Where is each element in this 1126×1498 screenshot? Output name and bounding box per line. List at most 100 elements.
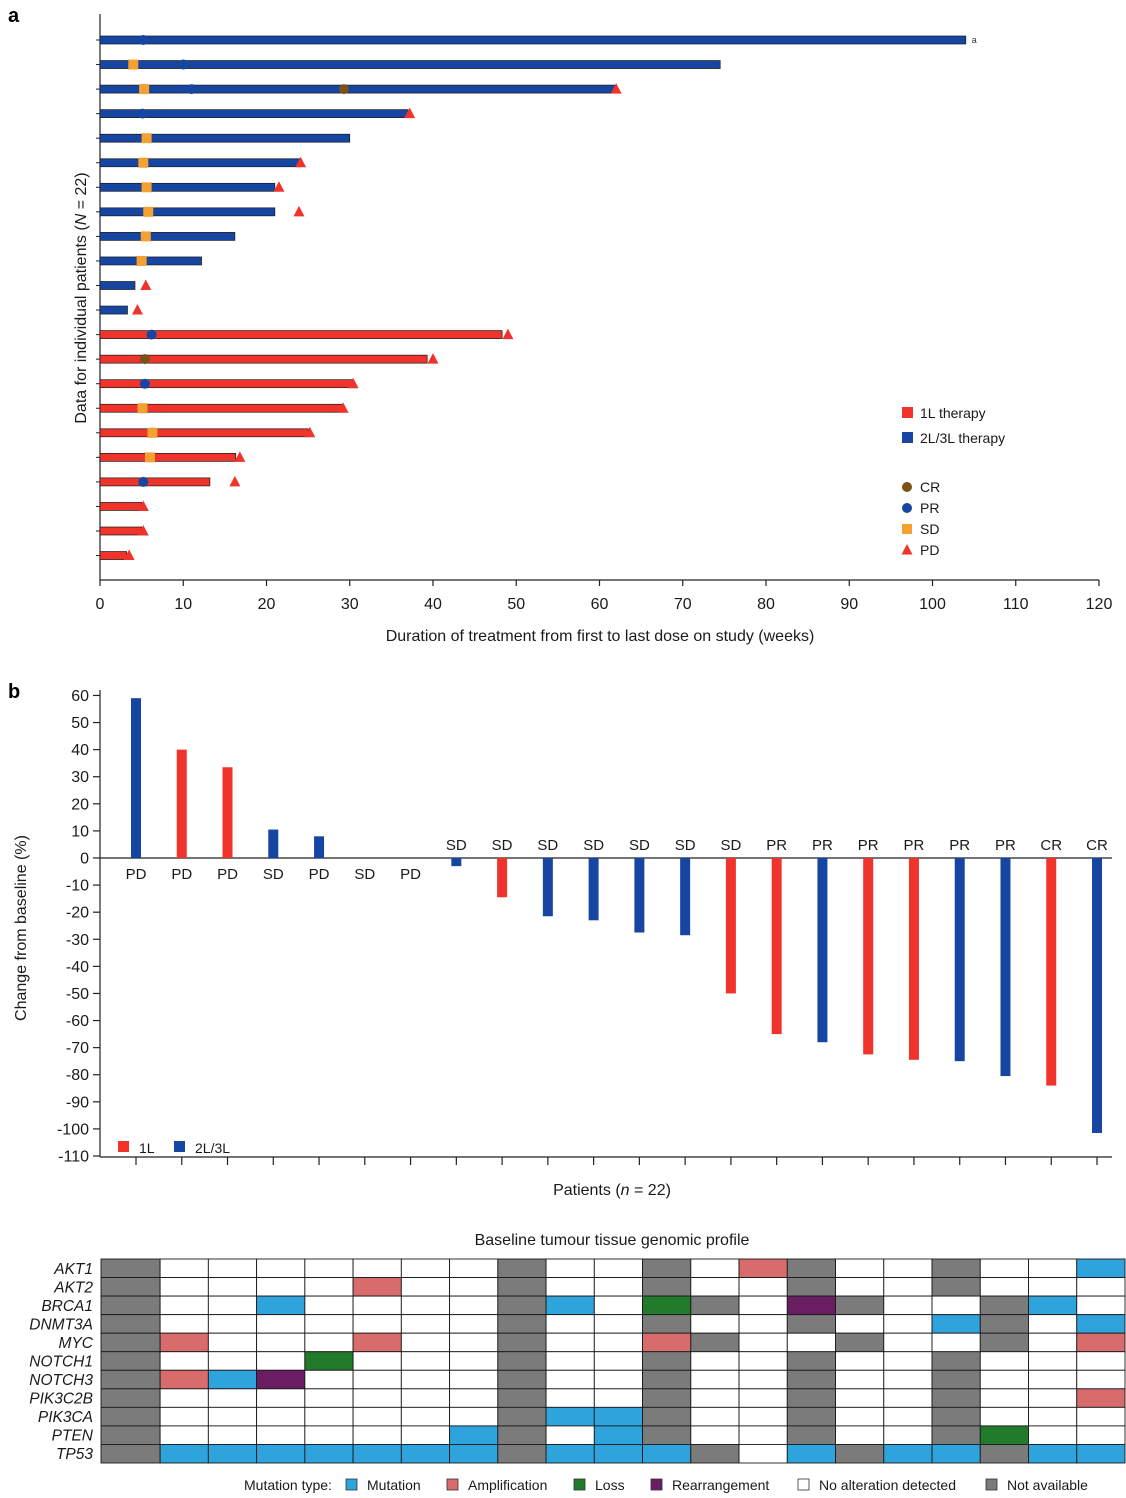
genomic-legend-label: Loss <box>595 1477 625 1493</box>
waterfall-response-label: SD <box>537 837 558 854</box>
swimmer-axes: 0 10 20 30 40 50 60 70 80 90 100 110 120 <box>96 14 1113 613</box>
genomic-cell-na <box>497 1444 547 1464</box>
genomic-cell-mutation <box>1076 1314 1126 1334</box>
swimmer-bar <box>99 330 503 339</box>
genomic-cell-loss <box>304 1351 354 1371</box>
genomic-cell-none <box>352 1351 402 1371</box>
genomic-cell-none <box>593 1388 644 1408</box>
genomic-cell-none <box>1028 1277 1078 1297</box>
genomic-cell-na <box>786 1351 836 1371</box>
gene-label: DNMT3A <box>29 1316 93 1333</box>
genomic-cell-none <box>449 1351 499 1371</box>
gene-label: BRCA1 <box>41 1298 93 1315</box>
swimmer-marker-pd <box>293 205 305 217</box>
genomic-cell-na <box>835 1295 885 1316</box>
genomic-cell-mutation <box>883 1444 933 1464</box>
genomic-cell-none <box>159 1351 209 1371</box>
swimmer-marker-pd <box>131 304 143 315</box>
waterfall-response-label: PR <box>766 837 787 854</box>
genomic-cell-none <box>304 1369 354 1390</box>
genomic-cell-none <box>449 1314 499 1334</box>
genomic-cell-mutation <box>400 1444 451 1464</box>
genomic-cell-mutation <box>786 1444 836 1464</box>
waterfall-bar <box>725 858 736 994</box>
genomic-cell-na <box>642 1258 692 1278</box>
gene-label: MYC <box>59 1335 94 1352</box>
genomic-cell-na <box>690 1332 740 1353</box>
genomic-cell-none <box>1028 1425 1078 1445</box>
genomic-cell-mutation <box>593 1425 644 1445</box>
swimmer-marker-pr <box>139 378 150 389</box>
waterfall-bar <box>634 858 645 933</box>
waterfall-plot: 60 50 40 30 20 10 0 -10 -20 -30 -40 -50 -60 -70 -80 -90… <box>13 688 1112 1199</box>
waterfall-response-label: SD <box>720 837 741 854</box>
swimmer-x-tick-label: 0 <box>96 596 105 613</box>
swimmer-marker-pd <box>295 156 307 168</box>
genomic-cell-none <box>979 1351 1029 1371</box>
swimmer-legend: 1L therapy 2L/3L therapy CR PR SD PD <box>901 405 1005 558</box>
waterfall-bar <box>542 858 553 917</box>
genomic-cell-na <box>100 1406 161 1427</box>
swimmer-bar <box>99 84 617 94</box>
swimmer-marker-sd <box>143 206 154 217</box>
waterfall-y-tick-label: -80 <box>66 1067 89 1084</box>
genomic-cell-loss <box>979 1425 1029 1445</box>
swimmer-marker-pd <box>140 279 152 290</box>
genomic-cell-none <box>207 1351 258 1371</box>
swimmer-marker-sd <box>138 157 149 168</box>
waterfall-y-axis-title: Change from baseline (%) <box>13 835 30 1021</box>
genomic-cell-none <box>979 1406 1029 1427</box>
genomic-cell-none <box>835 1388 885 1408</box>
genomic-cell-mutation <box>304 1444 354 1464</box>
genomic-cell-none <box>256 1314 306 1334</box>
genomic-cell-none <box>256 1258 306 1278</box>
swimmer-marker-pr <box>138 476 149 487</box>
genomic-cell-none <box>786 1332 836 1353</box>
genomic-cell-na <box>497 1258 547 1278</box>
genomic-cell-none <box>1028 1369 1078 1390</box>
swimmer-marker-pr <box>146 329 157 340</box>
genomic-profile: Baseline tumour tissue genomic profile A… <box>29 1232 1126 1493</box>
swimmer-bar <box>99 379 353 389</box>
genomic-cell-none <box>545 1277 595 1297</box>
swimmer-marker-pr <box>137 108 148 119</box>
genomic-cell-na <box>931 1388 981 1408</box>
swimmer-legend-swatch <box>902 407 913 418</box>
genomic-cell-none <box>593 1277 644 1297</box>
swimmer-marker-sd <box>147 427 158 438</box>
waterfall-bar <box>451 858 462 867</box>
waterfall-response-label: PR <box>858 837 879 854</box>
genomic-cell-na <box>100 1444 161 1464</box>
swimmer-x-tick-label: 120 <box>1086 596 1113 613</box>
waterfall-bar <box>771 858 782 1035</box>
genomic-cell-mutation <box>449 1444 499 1464</box>
swimmer-bar <box>99 207 276 217</box>
genomic-cell-none <box>690 1406 740 1427</box>
waterfall-bar <box>131 698 141 858</box>
swimmer-bar <box>99 133 351 143</box>
genomic-legend-label: Mutation <box>367 1477 421 1493</box>
genomic-cell-na <box>497 1332 547 1353</box>
genomic-legend-swatch <box>985 1478 998 1491</box>
genomic-cell-none <box>352 1295 402 1316</box>
swimmer-bar <box>99 477 211 487</box>
genomic-cell-na <box>835 1332 885 1353</box>
genomic-cell-amplification <box>352 1277 402 1297</box>
genomic-cell-na <box>100 1369 161 1390</box>
genomic-cell-rearrangement <box>256 1369 306 1390</box>
genomic-cell-none <box>449 1332 499 1353</box>
waterfall-bar <box>176 749 187 858</box>
waterfall-axes: 60 50 40 30 20 10 0 -10 -20 -30 -40 -50 -60 -70 -80 -90… <box>57 688 1112 1166</box>
genomic-cell-none <box>545 1332 595 1353</box>
genomic-cell-none <box>690 1425 740 1445</box>
genomic-cell-none <box>931 1332 981 1353</box>
genomic-cell-none <box>207 1425 258 1445</box>
waterfall-response-label: SD <box>492 837 513 854</box>
waterfall-response-label: PD <box>217 866 238 883</box>
genomic-legend-label: Rearrangement <box>672 1477 769 1493</box>
genomic-cell-none <box>1028 1258 1078 1278</box>
genomic-cell-amplification <box>642 1332 692 1353</box>
swimmer-x-tick-label: 50 <box>507 596 525 613</box>
genomic-cell-na <box>979 1332 1029 1353</box>
genomic-cell-none <box>159 1258 209 1278</box>
